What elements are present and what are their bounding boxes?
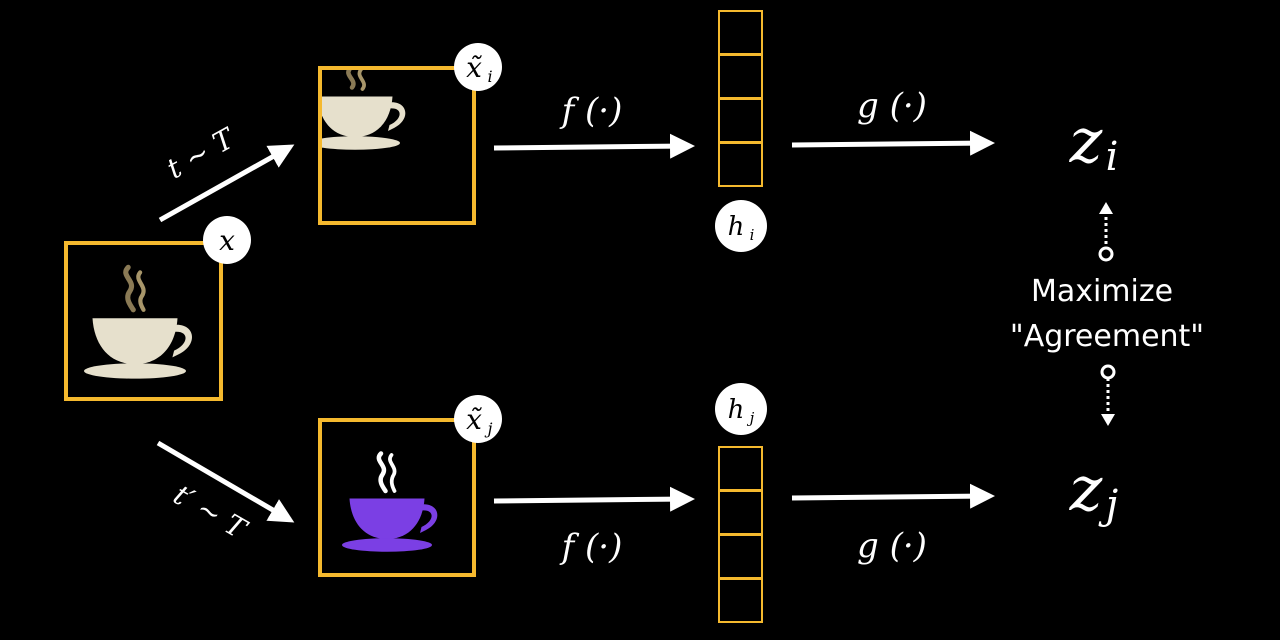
proj-bottom-label: z xyxy=(1069,452,1103,525)
repr-top-badge xyxy=(715,200,767,252)
input-image: x xyxy=(64,216,251,401)
coffee-cup-icon xyxy=(342,451,438,552)
repr-top-label: h xyxy=(728,212,745,242)
representation-vector-top xyxy=(718,10,763,187)
vector-cell xyxy=(718,98,763,143)
representation-vector-bottom xyxy=(718,446,763,623)
repr-bottom-label: h xyxy=(728,395,745,425)
augmented-bottom-badge xyxy=(454,395,502,443)
agreement-connector-bottom xyxy=(1100,364,1116,426)
vector-cell xyxy=(718,490,763,535)
proj-top-label: z xyxy=(1069,104,1103,177)
augmented-image-bottom: x̃ j xyxy=(318,395,502,577)
augmented-top-label: x̃ xyxy=(466,51,482,84)
proj-top-sub: i xyxy=(1106,134,1119,180)
transform-top-arrow xyxy=(158,144,295,223)
vector-cell xyxy=(718,446,763,491)
repr-bottom-sub: j xyxy=(747,409,755,427)
input-label: x xyxy=(219,224,235,257)
augmented-bottom-label: x̃ xyxy=(466,403,482,436)
vector-cell xyxy=(718,534,763,579)
objective-line2: "Agreement" xyxy=(1010,319,1204,354)
vector-cell xyxy=(718,578,763,623)
coffee-cup-icon xyxy=(322,70,406,150)
input-badge xyxy=(203,216,251,264)
coffee-cup-icon xyxy=(84,264,193,379)
projector-top-arrow xyxy=(791,130,995,156)
augmented-image-top: x̃ i xyxy=(318,43,502,225)
encoder-bottom-label: f (·) xyxy=(559,527,623,567)
agreement-connector-top xyxy=(1098,202,1114,262)
repr-bottom-badge xyxy=(715,383,767,435)
projector-bottom-label: g (·) xyxy=(857,526,927,566)
augmented-bottom-sub: j xyxy=(485,419,493,438)
vector-cell xyxy=(718,142,763,187)
encoder-bottom-arrow xyxy=(493,486,695,512)
vector-cell xyxy=(718,54,763,99)
transform-top-label: t ∼ T xyxy=(161,121,241,186)
transform-bottom-arrow xyxy=(156,440,295,523)
augmented-top-badge xyxy=(454,43,502,91)
augmented-bottom-frame xyxy=(318,418,476,577)
vector-cell xyxy=(718,10,763,55)
objective-line1: Maximize xyxy=(1031,274,1173,309)
projector-top-label: g (·) xyxy=(857,86,927,126)
augmented-top-frame xyxy=(318,66,476,225)
repr-top-sub: i xyxy=(750,226,755,244)
augmented-top-sub: i xyxy=(487,67,492,86)
input-frame xyxy=(64,241,223,401)
projector-bottom-arrow xyxy=(791,483,995,509)
encoder-top-label: f (·) xyxy=(559,91,623,131)
encoder-top-arrow xyxy=(493,133,695,159)
